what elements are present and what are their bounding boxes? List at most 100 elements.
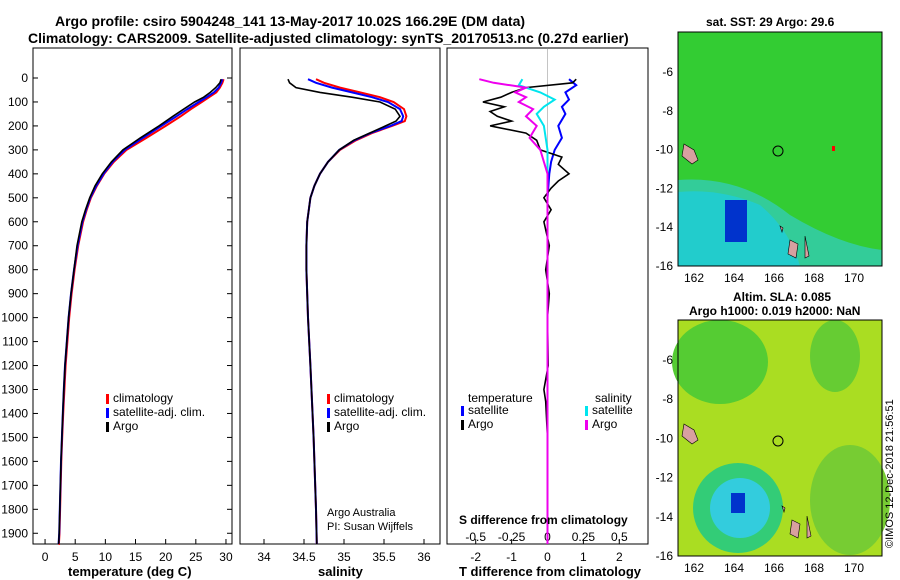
map-lat-tick-label: -14: [656, 220, 674, 234]
x-tick-label: 15: [129, 550, 143, 564]
sla-low-region: [810, 320, 860, 392]
legend-swatch-s-satellite: [585, 406, 588, 416]
legend-title-salinity: salinity: [595, 391, 632, 405]
depth-tick-label: 1800: [1, 502, 28, 516]
hot-pixel: [832, 146, 835, 151]
temperature-legend: climatology satellite-adj. clim. Argo: [106, 391, 205, 433]
legend-label-satellite: satellite-adj. clim.: [334, 405, 426, 419]
legend-label-argo: Argo: [113, 419, 139, 433]
sla-map-axes: 162 164 166 168 170 -6 -8 -10 -12 -14 -16: [656, 353, 865, 575]
sla-map-frame: [677, 319, 883, 557]
legend-label-satellite: satellite-adj. clim.: [113, 405, 205, 419]
depth-tick-label: 300: [8, 143, 28, 157]
s-difference-xlabel: S difference from climatology: [459, 513, 628, 527]
map-lat-tick-label: -16: [656, 549, 674, 563]
map-lat-tick-label: -16: [656, 259, 674, 273]
map-lon-tick-label: 164: [724, 271, 744, 285]
depth-tick-label: 1400: [1, 406, 28, 420]
sla-low-region: [672, 320, 768, 404]
sst-coldest-patch: [725, 200, 747, 242]
t-diff-tick-label: 1: [580, 550, 587, 564]
legend-swatch-argo: [327, 422, 330, 432]
map-lon-tick-label: 170: [844, 271, 864, 285]
header-line1: Argo profile: csiro 5904248_141 13-May-2…: [55, 13, 525, 29]
t-diff-tick-label: -2: [470, 550, 481, 564]
credit-line1: Argo Australia: [327, 507, 396, 519]
salinity-xlabel: salinity: [318, 564, 364, 579]
temperature-series: [57, 78, 225, 545]
header-line2: Climatology: CARS2009. Satellite-adjuste…: [28, 30, 629, 46]
map-lon-tick-label: 166: [764, 271, 784, 285]
salinity-axes-frame: [239, 47, 441, 545]
depth-tick-label: 1300: [1, 382, 28, 396]
s-diff-tick-label: 0.25: [572, 530, 596, 544]
sla-map-title1: Altim. SLA: 0.085: [733, 290, 831, 304]
x-tick-label: 35.5: [372, 550, 396, 564]
timestamp-stamp: ©IMOS 12-Dec-2018 21:56:51: [884, 399, 896, 548]
x-tick-label: 35: [337, 550, 351, 564]
map-lon-tick-label: 162: [684, 271, 704, 285]
legend-title-temperature: temperature: [468, 391, 533, 405]
sst-map-title: sat. SST: 29 Argo: 29.6: [706, 15, 835, 29]
x-tick-label: 25: [189, 550, 203, 564]
island-shape: [681, 143, 699, 165]
depth-tick-label: 900: [8, 287, 28, 301]
depth-tick-label: 0: [21, 71, 28, 85]
map-lat-tick-label: -12: [656, 181, 674, 195]
legend-swatch-climatology: [327, 394, 330, 404]
island-shape: [681, 423, 699, 445]
t-diff-tick-label: 2: [616, 550, 623, 564]
depth-tick-label: 1900: [1, 526, 28, 540]
depth-tick-label: 800: [8, 263, 28, 277]
sla-map: Altim. SLA: 0.085 Argo h1000: 0.019 h200…: [656, 290, 890, 575]
map-lat-tick-label: -6: [662, 65, 673, 79]
temperature-axes-frame: [32, 47, 233, 545]
legend-swatch-s-argo: [585, 420, 588, 430]
legend-swatch-t-argo: [461, 420, 464, 430]
x-tick-label: 10: [99, 550, 113, 564]
map-lon-tick-label: 162: [684, 561, 704, 575]
argo-location-marker: [772, 145, 784, 157]
difference-series: [479, 78, 578, 544]
series-line-argo: [57, 78, 222, 545]
x-tick-label: 20: [159, 550, 173, 564]
temperature-x-axis: 0 5 10 15 20 25 30: [42, 539, 233, 564]
x-tick-label: 0: [42, 550, 49, 564]
legend-label-t-argo: Argo: [468, 417, 494, 431]
t-diff-tick-label: -1: [506, 550, 517, 564]
legend-swatch-satellite: [106, 408, 109, 418]
sla-low-region: [810, 445, 890, 555]
island-shape: [781, 505, 812, 539]
legend-swatch-argo: [106, 422, 109, 432]
s-diff-tick-label: -0.5: [465, 530, 486, 544]
credit-line2: PI: Susan Wijffels: [327, 521, 413, 533]
map-lat-tick-label: -10: [656, 431, 674, 445]
x-tick-label: 5: [72, 550, 79, 564]
depth-tick-label: 200: [8, 119, 28, 133]
x-tick-label: 30: [219, 550, 233, 564]
sla-eddy-core: [731, 493, 745, 513]
map-lon-tick-label: 164: [724, 561, 744, 575]
map-lon-tick-label: 170: [844, 561, 864, 575]
legend-label-climatology: climatology: [334, 391, 394, 405]
legend-swatch-t-satellite: [461, 406, 464, 416]
salinity-legend: climatology satellite-adj. clim. Argo: [327, 391, 426, 433]
sst-map-axes: 162 164 166 168 170 -6 -8 -10 -12 -14 -16: [656, 65, 865, 285]
depth-tick-label: 700: [8, 239, 28, 253]
temperature-panel: 0100200300400500600700800900100011001200…: [1, 47, 648, 579]
legend-label-s-satellite: satellite: [592, 403, 633, 417]
map-lon-tick-label: 168: [804, 561, 824, 575]
legend-swatch-satellite: [327, 408, 330, 418]
differences-panel: -2 -1 0 1 2-0.5 -0.25 0 0.25 0.5 T difference fr…: [446, 47, 649, 579]
map-lon-tick-label: 168: [804, 271, 824, 285]
map-lon-tick-label: 166: [764, 561, 784, 575]
x-tick-label: 34.5: [292, 550, 316, 564]
map-lat-tick-label: -6: [662, 353, 673, 367]
depth-tick-label: 500: [8, 191, 28, 205]
t-difference-xlabel: T difference from climatology: [459, 564, 642, 579]
depth-tick-label: 400: [8, 167, 28, 181]
argo-location-marker: [772, 435, 784, 447]
series-line-s-argo: [479, 78, 549, 544]
depth-tick-label: 1100: [2, 335, 28, 349]
